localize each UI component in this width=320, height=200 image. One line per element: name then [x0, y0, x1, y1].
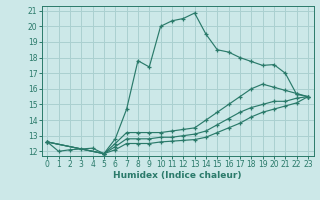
- X-axis label: Humidex (Indice chaleur): Humidex (Indice chaleur): [113, 171, 242, 180]
